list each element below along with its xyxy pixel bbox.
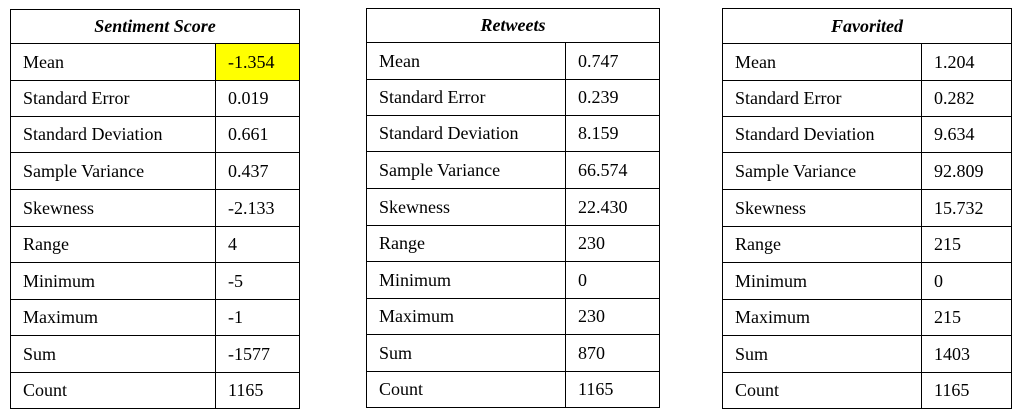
row-label: Maximum (10, 299, 216, 336)
row-value: 0.747 (565, 42, 660, 80)
row-value: 0.661 (215, 116, 300, 153)
table-row: Standard Error 0.282 (722, 80, 1012, 117)
row-value: -1 (215, 299, 300, 336)
row-label: Count (10, 372, 216, 409)
table-row: Range 4 (10, 226, 300, 263)
table-row: Sum 870 (366, 334, 660, 372)
row-label: Sum (10, 335, 216, 373)
row-value: 92.809 (921, 152, 1012, 190)
row-label: Sum (722, 335, 922, 373)
row-label: Minimum (366, 261, 566, 299)
table-row: Standard Deviation 9.634 (722, 116, 1012, 153)
retweets-table: Retweets Mean 0.747 Standard Error 0.239 S… (366, 8, 660, 408)
row-label: Skewness (10, 189, 216, 227)
favorited-table: Favorited Mean 1.204 Standard Error 0.282 … (722, 8, 1012, 409)
row-value: 0.019 (215, 80, 300, 117)
row-label: Sum (366, 334, 566, 372)
table-row: Mean 1.204 (722, 43, 1012, 81)
row-label: Minimum (10, 262, 216, 300)
row-value: 22.430 (565, 188, 660, 226)
table-row: Sum -1577 (10, 335, 300, 373)
table-title: Favorited (722, 8, 1012, 44)
table-row: Maximum 215 (722, 299, 1012, 336)
row-value: 0.282 (921, 80, 1012, 117)
row-label: Range (722, 226, 922, 263)
table-row: Sample Variance 92.809 (722, 152, 1012, 190)
row-label: Count (366, 371, 566, 408)
table-row: Skewness 15.732 (722, 189, 1012, 227)
table-row: Skewness -2.133 (10, 189, 300, 227)
row-label: Skewness (366, 188, 566, 226)
table-row: Range 230 (366, 225, 660, 262)
table-row: Standard Deviation 8.159 (366, 115, 660, 152)
row-label: Sample Variance (10, 152, 216, 190)
table-row: Range 215 (722, 226, 1012, 263)
sentiment-score-table: Sentiment Score Mean -1.354 Standard Erro… (10, 9, 300, 409)
row-value: 66.574 (565, 151, 660, 189)
row-value: 0.437 (215, 152, 300, 190)
row-value: 0 (921, 262, 1012, 300)
table-row: Skewness 22.430 (366, 188, 660, 226)
row-label: Range (10, 226, 216, 263)
row-label: Standard Error (366, 79, 566, 116)
row-value: 1403 (921, 335, 1012, 373)
table-row: Mean 0.747 (366, 42, 660, 80)
row-value: 870 (565, 334, 660, 372)
row-label: Standard Error (10, 80, 216, 117)
table-row: Minimum -5 (10, 262, 300, 300)
row-label: Standard Deviation (10, 116, 216, 153)
table-row: Minimum 0 (722, 262, 1012, 300)
table-row: Count 1165 (722, 372, 1012, 409)
table-row: Mean -1.354 (10, 43, 300, 81)
table-row: Sum 1403 (722, 335, 1012, 373)
row-value: 15.732 (921, 189, 1012, 227)
row-label: Range (366, 225, 566, 262)
table-row: Maximum 230 (366, 298, 660, 335)
table-row: Sample Variance 0.437 (10, 152, 300, 190)
table-row: Standard Error 0.239 (366, 79, 660, 116)
row-label: Count (722, 372, 922, 409)
row-value: 8.159 (565, 115, 660, 152)
row-label: Standard Deviation (722, 116, 922, 153)
row-label: Minimum (722, 262, 922, 300)
row-value: 1165 (565, 371, 660, 408)
row-value: 0 (565, 261, 660, 299)
row-label: Mean (366, 42, 566, 80)
table-row: Minimum 0 (366, 261, 660, 299)
table-row: Standard Deviation 0.661 (10, 116, 300, 153)
row-label: Standard Error (722, 80, 922, 117)
row-label: Mean (10, 43, 216, 81)
row-label: Sample Variance (366, 151, 566, 189)
row-label: Maximum (366, 298, 566, 335)
row-value: 4 (215, 226, 300, 263)
row-value: -5 (215, 262, 300, 300)
row-value: 215 (921, 226, 1012, 263)
table-row: Sample Variance 66.574 (366, 151, 660, 189)
row-value: 0.239 (565, 79, 660, 116)
row-value: -1577 (215, 335, 300, 373)
row-value: 230 (565, 298, 660, 335)
table-row: Maximum -1 (10, 299, 300, 336)
row-value: 215 (921, 299, 1012, 336)
row-value: 1.204 (921, 43, 1012, 81)
row-label: Mean (722, 43, 922, 81)
table-row: Standard Error 0.019 (10, 80, 300, 117)
row-label: Skewness (722, 189, 922, 227)
mean-value-highlighted: -1.354 (215, 43, 300, 81)
table-title: Retweets (366, 8, 660, 43)
row-value: 9.634 (921, 116, 1012, 153)
table-title: Sentiment Score (10, 9, 300, 44)
row-label: Maximum (722, 299, 922, 336)
row-value: 230 (565, 225, 660, 262)
row-label: Sample Variance (722, 152, 922, 190)
row-label: Standard Deviation (366, 115, 566, 152)
table-row: Count 1165 (366, 371, 660, 408)
row-value: -2.133 (215, 189, 300, 227)
table-row: Count 1165 (10, 372, 300, 409)
row-value: 1165 (215, 372, 300, 409)
row-value: 1165 (921, 372, 1012, 409)
